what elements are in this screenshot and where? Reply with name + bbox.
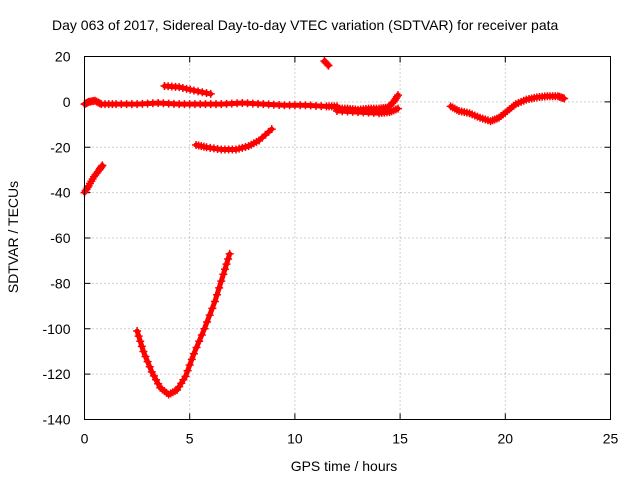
x-tick-label: 5	[186, 431, 194, 447]
grid-layer	[84, 56, 611, 420]
x-tick-label: 20	[498, 431, 514, 447]
data-point-marker	[195, 337, 204, 346]
data-point-marker	[189, 349, 198, 358]
y-tick-label: -20	[50, 139, 70, 155]
data-point-marker	[225, 249, 234, 258]
data-point-marker	[181, 372, 190, 381]
data-point-marker	[267, 125, 276, 134]
data-point-marker	[222, 260, 231, 269]
y-tick-label: -60	[50, 230, 70, 246]
data-point-marker	[187, 355, 196, 364]
series-layer	[80, 57, 569, 399]
data-point-marker	[189, 86, 198, 95]
data-point-marker	[205, 311, 214, 320]
x-tick-label: 0	[81, 431, 89, 447]
series-trace	[134, 251, 233, 397]
series-arc-2	[80, 96, 341, 111]
chart-title: Day 063 of 2017, Sidereal Day-to-day VTE…	[52, 17, 559, 33]
data-point-marker	[185, 361, 194, 370]
data-point-marker	[136, 337, 145, 346]
data-point-marker	[175, 83, 184, 92]
tick-layer: -140 -120 -100 -80 -60 -40 -20 0 20 0 5 10 15 20 25	[42, 49, 618, 447]
y-tick-label: -80	[50, 275, 70, 291]
data-point-marker	[224, 254, 233, 263]
series-arc-3	[160, 81, 215, 98]
plot-frame	[84, 56, 611, 420]
data-point-marker	[139, 347, 148, 356]
data-point-marker	[98, 161, 107, 170]
data-point-marker	[202, 89, 211, 98]
data-point-marker	[145, 362, 154, 371]
y-tick-label: 20	[55, 49, 71, 65]
data-point-marker	[95, 99, 104, 108]
data-point-marker	[143, 357, 152, 366]
x-axis-label: GPS time / hours	[291, 458, 398, 474]
data-point-marker	[178, 83, 187, 92]
data-point-marker	[208, 304, 217, 313]
data-point-marker	[323, 60, 332, 69]
data-point-marker	[203, 317, 212, 326]
data-point-marker	[560, 94, 569, 103]
data-point-marker	[134, 332, 143, 341]
data-point-marker	[393, 104, 402, 113]
data-point-marker	[194, 87, 203, 96]
series-arc-8	[332, 104, 402, 118]
series-arc-4	[192, 125, 276, 154]
data-point-marker	[393, 91, 402, 100]
data-point-marker	[183, 366, 192, 375]
y-tick-label: -100	[42, 321, 70, 337]
data-point-marker	[186, 85, 195, 94]
data-point-marker	[206, 89, 215, 98]
series-arc-1	[80, 161, 107, 197]
x-tick-label: 15	[392, 431, 408, 447]
y-tick-label: -120	[42, 366, 70, 382]
y-tick-label: -140	[42, 412, 70, 428]
y-axis-label: SDTVAR / TECUs	[5, 181, 21, 293]
data-point-marker	[210, 297, 219, 306]
data-point-marker	[215, 283, 224, 292]
data-point-marker	[220, 265, 229, 274]
data-point-marker	[219, 270, 228, 279]
data-point-marker	[324, 61, 333, 70]
x-tick-label: 25	[603, 431, 619, 447]
data-point-marker	[213, 290, 222, 299]
series-arc-9	[446, 92, 569, 126]
x-tick-label: 10	[287, 431, 303, 447]
series-arc-6	[320, 57, 333, 70]
y-tick-label: 0	[63, 94, 71, 110]
data-point-marker	[141, 352, 150, 361]
data-point-marker	[97, 162, 106, 171]
data-point-marker	[217, 277, 226, 286]
data-point-marker	[197, 330, 206, 339]
data-point-marker	[200, 324, 209, 333]
data-point-marker	[198, 88, 207, 97]
data-point-marker	[133, 327, 142, 336]
data-point-marker	[137, 342, 146, 351]
data-point-marker	[392, 92, 401, 101]
y-tick-label: -40	[50, 185, 70, 201]
data-point-marker	[182, 84, 191, 93]
data-point-marker	[192, 343, 201, 352]
series-arc-5	[133, 249, 234, 399]
